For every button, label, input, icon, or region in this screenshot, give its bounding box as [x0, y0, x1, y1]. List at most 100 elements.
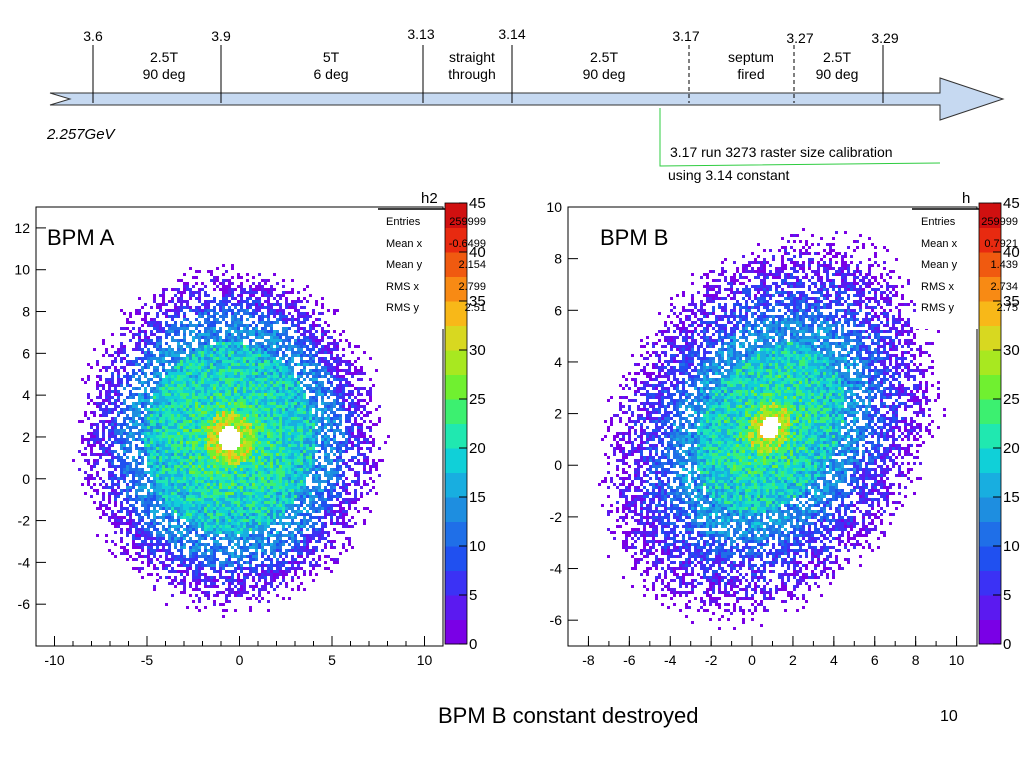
heatmap-cell [222, 414, 225, 417]
heatmap-cell [186, 528, 189, 531]
heatmap-cell [252, 501, 255, 504]
heatmap-cell [231, 531, 234, 534]
heatmap-cell [252, 447, 255, 450]
heatmap-cell [219, 522, 222, 525]
heatmap-cell [243, 483, 246, 486]
heatmap-cell [165, 441, 168, 444]
heatmap-cell [273, 441, 276, 444]
heatmap-cell [177, 462, 180, 465]
heatmap-cell [135, 546, 138, 549]
heatmap-cell [291, 378, 294, 381]
heatmap-cell [279, 492, 282, 495]
heatmap-cell [138, 396, 141, 399]
heatmap-cell [138, 495, 141, 498]
heatmap-cell [273, 459, 276, 462]
heatmap-cell [183, 432, 186, 435]
heatmap-cell [240, 351, 243, 354]
heatmap-cell [129, 363, 132, 366]
heatmap-cell [252, 411, 255, 414]
heatmap-cell [81, 441, 84, 444]
heatmap-cell [222, 576, 225, 579]
heatmap-cell [288, 537, 291, 540]
heatmap-cell [198, 339, 201, 342]
heatmap-cell [174, 525, 177, 528]
heatmap-cell [138, 528, 141, 531]
heatmap-cell [270, 534, 273, 537]
heatmap-cell [213, 366, 216, 369]
heatmap-cell [147, 462, 150, 465]
heatmap-cell [144, 501, 147, 504]
heatmap-cell [192, 450, 195, 453]
heatmap-cell [270, 549, 273, 552]
heatmap-cell [189, 492, 192, 495]
heatmap-cell [222, 315, 225, 318]
heatmap-cell [249, 558, 252, 561]
heatmap-cell [207, 459, 210, 462]
heatmap-cell [207, 486, 210, 489]
heatmap-cell [273, 348, 276, 351]
heatmap-cell [231, 525, 234, 528]
heatmap-cell [252, 474, 255, 477]
heatmap-cell [240, 378, 243, 381]
heatmap-cell [189, 417, 192, 420]
heatmap-cell [153, 498, 156, 501]
heatmap-cell [237, 450, 240, 453]
heatmap-cell [204, 579, 207, 582]
heatmap-cell [147, 402, 150, 405]
heatmap-cell [216, 408, 219, 411]
timeline-date: 3.29 [871, 30, 899, 46]
heatmap-cell [249, 354, 252, 357]
heatmap-cell [144, 363, 147, 366]
heatmap-cell [159, 357, 162, 360]
note-line-2: using 3.14 constant [668, 167, 790, 183]
heatmap-cell [114, 435, 117, 438]
heatmap-cell [213, 516, 216, 519]
heatmap-cell [267, 372, 270, 375]
heatmap-cell [234, 420, 237, 423]
heatmap-cell [159, 381, 162, 384]
heatmap-cell [183, 564, 186, 567]
heatmap-cell [234, 336, 237, 339]
heatmap-cell [231, 504, 234, 507]
heatmap-cell [180, 363, 183, 366]
heatmap-cell [189, 549, 192, 552]
heatmap-cell [180, 501, 183, 504]
heatmap-cell [273, 480, 276, 483]
heatmap-cell [234, 396, 237, 399]
heatmap-cell [174, 324, 177, 327]
heatmap-cell [132, 438, 135, 441]
heatmap-cell [174, 360, 177, 363]
heatmap-cell [165, 348, 168, 351]
heatmap-cell [243, 420, 246, 423]
heatmap-cell [228, 414, 231, 417]
heatmap-cell [210, 510, 213, 513]
heatmap-cell [270, 375, 273, 378]
heatmap-cell [237, 387, 240, 390]
heatmap-cell [219, 468, 222, 471]
heatmap-cell [252, 534, 255, 537]
heatmap-cell [78, 420, 81, 423]
heatmap-cell [234, 489, 237, 492]
heatmap-cell [222, 279, 225, 282]
heatmap-cell [201, 369, 204, 372]
timeline-arrow-svg [49, 45, 1005, 167]
heatmap-cell [123, 423, 126, 426]
heatmap-cell [189, 330, 192, 333]
heatmap-cell [270, 474, 273, 477]
heatmap-cell [138, 477, 141, 480]
heatmap-cell [186, 306, 189, 309]
heatmap-cell [192, 477, 195, 480]
heatmap-cell [237, 408, 240, 411]
heatmap-cell [207, 381, 210, 384]
heatmap-cell [213, 375, 216, 378]
heatmap-cell [165, 492, 168, 495]
heatmap-cell [144, 345, 147, 348]
heatmap-cell [99, 408, 102, 411]
heatmap-cell [249, 510, 252, 513]
heatmap-cell [267, 342, 270, 345]
heatmap-cell [237, 486, 240, 489]
heatmap-cell [198, 309, 201, 312]
heatmap-cell [222, 345, 225, 348]
heatmap-cell [210, 396, 213, 399]
heatmap-cell [261, 363, 264, 366]
